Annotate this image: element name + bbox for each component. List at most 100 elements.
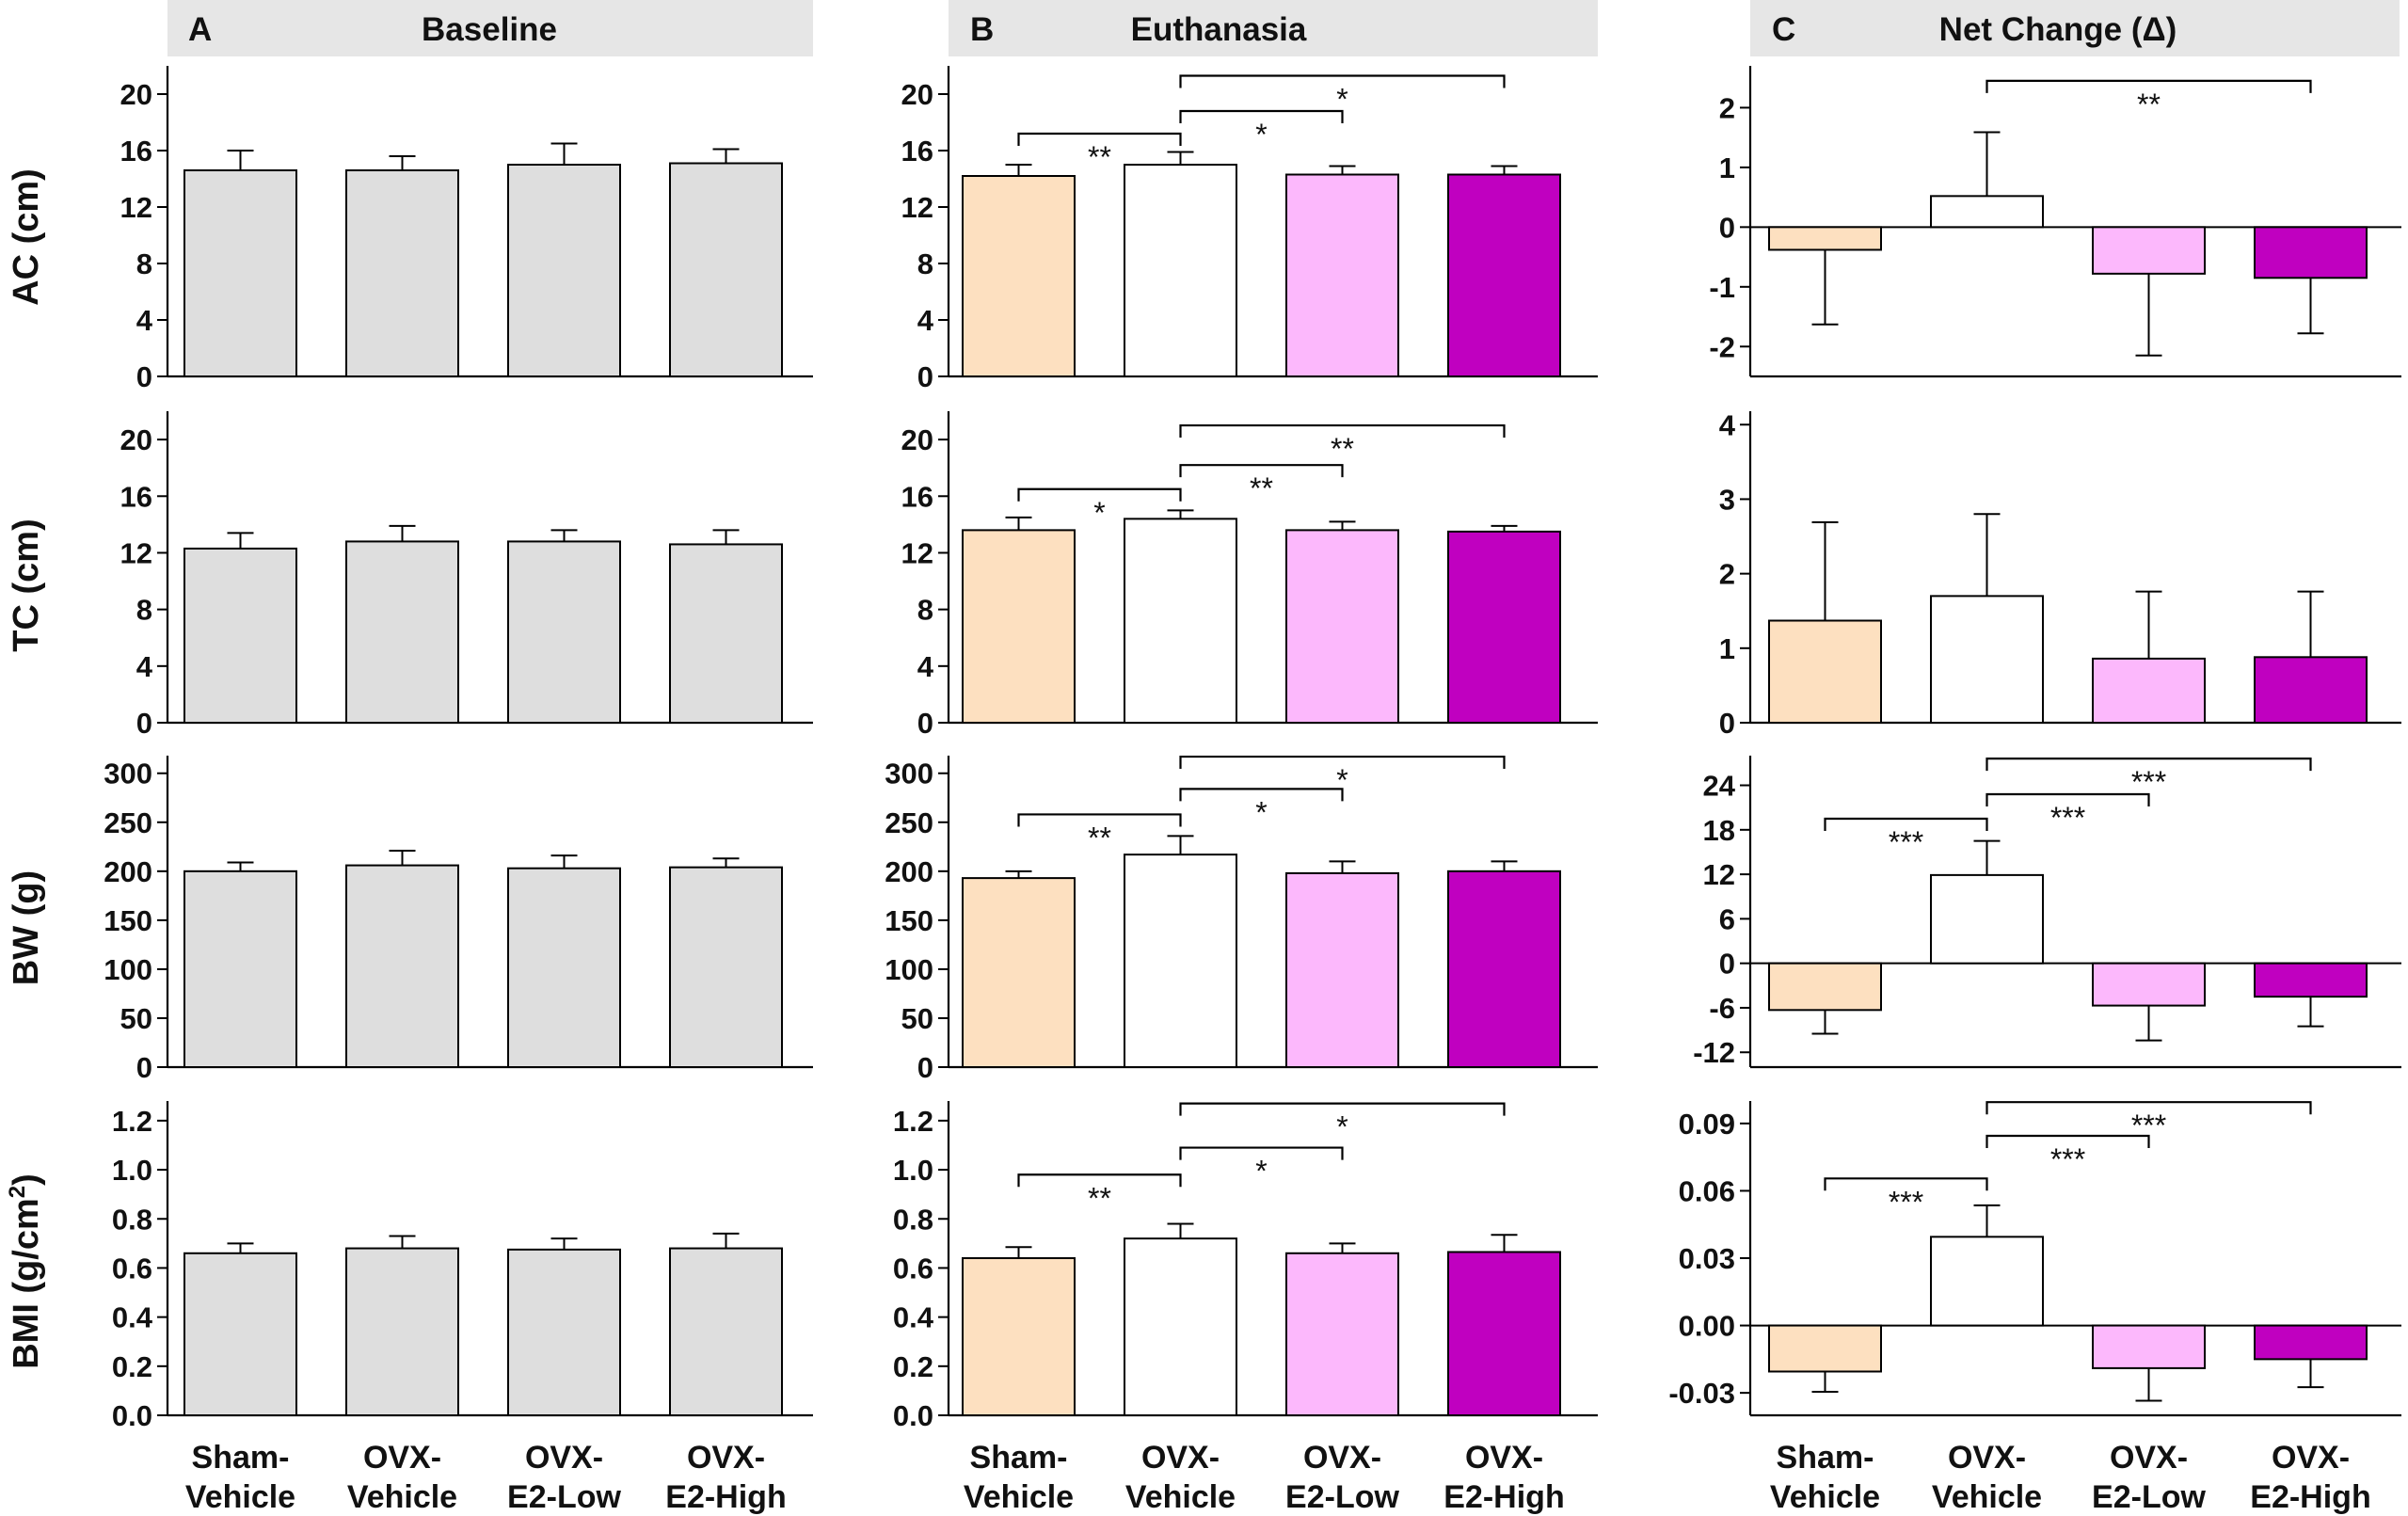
bar xyxy=(345,169,459,377)
y-tick-label: 6 xyxy=(1719,902,1735,935)
significance-label: ** xyxy=(1088,1181,1111,1215)
bar xyxy=(183,547,297,725)
bar xyxy=(1124,1237,1237,1416)
y-tick-label: 4 xyxy=(136,304,153,337)
y-tick-label: 3 xyxy=(1719,483,1735,516)
y-tick-label: 4 xyxy=(1719,408,1736,441)
y-tick-label: -0.03 xyxy=(1668,1377,1735,1410)
bar xyxy=(1930,1236,2044,1327)
bar xyxy=(183,870,297,1069)
y-tick-label: 1 xyxy=(1719,632,1735,665)
y-tick-label: 0.2 xyxy=(893,1350,933,1383)
y-tick-label: -12 xyxy=(1693,1036,1735,1069)
bar xyxy=(345,864,459,1068)
y-tick-label: 50 xyxy=(901,1002,933,1035)
y-tick-label: 0 xyxy=(136,360,152,393)
y-tick-label: 1.2 xyxy=(112,1105,152,1138)
bar xyxy=(183,169,297,377)
significance-label: * xyxy=(1255,1155,1267,1189)
y-tick-label: 300 xyxy=(104,758,152,790)
bar xyxy=(2092,657,2206,725)
bar xyxy=(962,877,1076,1068)
category-label-line1: Sham- xyxy=(1777,1440,1874,1476)
y-tick-label: 250 xyxy=(104,806,152,839)
bar xyxy=(1447,870,1561,1069)
significance-label: ** xyxy=(2137,88,2161,121)
category-labels: Sham-VehicleOVX-VehicleOVX-E2-LowOVX-E2-… xyxy=(185,1440,2371,1515)
significance-bracket xyxy=(1985,758,2312,772)
bar xyxy=(2254,656,2368,725)
bar xyxy=(507,540,621,724)
significance-label: * xyxy=(1336,83,1348,117)
bar xyxy=(2254,1324,2368,1361)
bar xyxy=(2092,1324,2206,1369)
bar xyxy=(507,867,621,1068)
y-tick-label: 4 xyxy=(917,304,934,337)
significance-label: * xyxy=(1255,118,1267,152)
y-tick-label: 150 xyxy=(885,904,933,937)
significance-bracket xyxy=(1017,487,1182,502)
bar xyxy=(1124,164,1237,377)
y-tick-label: 0.06 xyxy=(1679,1174,1735,1207)
panel-header-bg-b xyxy=(949,0,1598,56)
row-label-bw: BW (g) xyxy=(7,870,46,985)
chart-a-tc: 0 4 8 12 16 20 xyxy=(120,411,813,740)
panel-letter-b: B xyxy=(970,11,994,48)
significance-bracket xyxy=(1179,755,1506,770)
bar xyxy=(2254,226,2368,279)
category-label-line1: OVX- xyxy=(2110,1440,2188,1476)
bar xyxy=(1285,529,1399,725)
y-tick-label: 1 xyxy=(1719,152,1735,184)
y-tick-label: 12 xyxy=(901,191,933,224)
category-label-line1: OVX- xyxy=(1465,1440,1543,1476)
y-tick-label: 8 xyxy=(917,247,933,280)
y-tick-label: 1.0 xyxy=(893,1154,933,1187)
row-label-tc: TC (cm) xyxy=(7,519,46,651)
y-tick-label: 20 xyxy=(901,78,933,111)
y-tick-label: 0.8 xyxy=(893,1203,933,1236)
chart-c-tc: 0 1 2 3 4 xyxy=(1719,408,2401,740)
y-tick-label: 0 xyxy=(1719,948,1735,981)
bar xyxy=(183,1252,297,1416)
chart-a-bw: 0 50 100 150 200 250 300 xyxy=(104,756,813,1084)
y-tick-label: 100 xyxy=(104,953,152,986)
category-label-line2: E2-High xyxy=(2250,1479,2370,1515)
bar xyxy=(1930,595,2044,724)
y-tick-label: 250 xyxy=(885,806,933,839)
y-tick-label: 20 xyxy=(120,423,152,456)
significance-label: * xyxy=(1336,1110,1348,1144)
significance-bracket xyxy=(1017,1173,1182,1188)
bar xyxy=(1285,871,1399,1068)
category-label-line2: E2-High xyxy=(1443,1479,1564,1515)
chart-c-ac: -2 -1 0 1 2 ** xyxy=(1709,66,2401,378)
significance-label: *** xyxy=(1889,1185,1923,1219)
bar xyxy=(669,1247,783,1416)
significance-label: ** xyxy=(1088,140,1111,174)
y-tick-label: 12 xyxy=(120,191,152,224)
bar xyxy=(1124,854,1237,1068)
y-tick-label: 0 xyxy=(1719,707,1735,740)
y-tick-label: 16 xyxy=(901,135,933,168)
y-tick-label: 4 xyxy=(917,650,934,683)
y-tick-label: 0 xyxy=(136,707,152,740)
significance-label: *** xyxy=(2131,765,2166,799)
panel-title-b: Euthanasia xyxy=(1131,11,1307,48)
y-tick-label: 2 xyxy=(1719,91,1735,124)
bar xyxy=(1447,530,1561,724)
category-label-line1: OVX- xyxy=(525,1440,603,1476)
significance-bracket xyxy=(1179,423,1506,439)
bar xyxy=(1768,962,1882,1012)
panel-header-c: C Net Change (Δ) xyxy=(1750,0,2400,56)
y-tick-label: 8 xyxy=(136,247,152,280)
bar xyxy=(1447,1251,1561,1416)
bar xyxy=(1285,1252,1399,1416)
significance-bracket xyxy=(1179,1102,1506,1116)
y-tick-label: 18 xyxy=(1703,814,1735,847)
y-tick-label: 20 xyxy=(901,423,933,456)
y-tick-label: 8 xyxy=(917,594,933,627)
row-label-bmi-main: BMI (g/cm xyxy=(7,1198,46,1369)
category-label-line2: E2-Low xyxy=(1285,1479,1399,1515)
panel-title-a: Baseline xyxy=(422,11,557,48)
significance-bracket xyxy=(1179,788,1344,802)
